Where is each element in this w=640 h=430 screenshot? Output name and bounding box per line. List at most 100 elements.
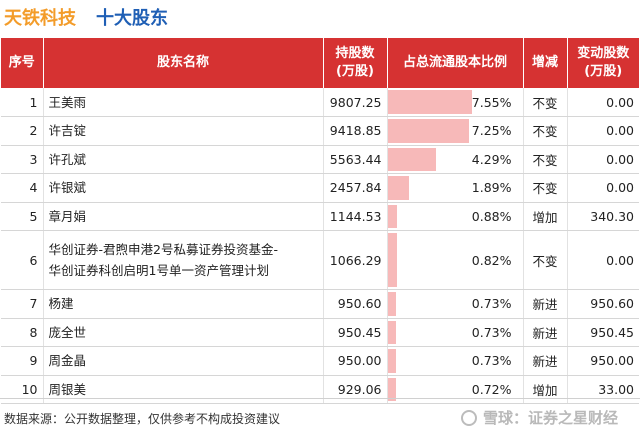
- cell-delta: 0.00: [567, 116, 639, 146]
- cell-shares: 950.45: [323, 318, 388, 347]
- cell-change: 不变: [523, 145, 568, 174]
- cell-change: 新进: [523, 346, 568, 376]
- ratio-value: 0.73%: [471, 324, 512, 340]
- ratio-bar: [387, 233, 397, 287]
- cell-shares: 2457.84: [323, 173, 388, 203]
- cell-holder-name: 周金晶: [43, 346, 324, 376]
- cell-delta: 0.00: [567, 145, 639, 174]
- cell-rank: 8: [1, 318, 44, 347]
- col-header-delta: 变动股数 (万股): [567, 38, 639, 88]
- top-ten-holders-table: 序号 股东名称 持股数 (万股) 占总流通股本比例 增减 变动股数 (万股) 1…: [1, 38, 639, 404]
- ratio-value: 0.72%: [471, 381, 512, 397]
- ratio-value: 0.73%: [471, 296, 512, 312]
- cell-holder-name: 章月娟: [43, 202, 324, 231]
- cell-ratio: 0.73%: [387, 318, 524, 347]
- snowball-logo-icon: [460, 409, 477, 426]
- col-header-delta-line2: (万股): [584, 64, 623, 79]
- title-bar: 天铁科技 十大股东: [0, 0, 640, 32]
- cell-shares: 9418.85: [323, 116, 388, 146]
- holder-name-line2: 华创证券科创启明1号单一资产管理计划: [48, 263, 269, 278]
- col-header-delta-line1: 变动股数: [577, 46, 630, 61]
- cell-change: 新进: [523, 318, 568, 347]
- cell-ratio: 7.25%: [387, 116, 524, 146]
- cell-delta: 0.00: [567, 230, 639, 290]
- cell-change: 新进: [523, 289, 568, 319]
- cell-rank: 10: [1, 375, 44, 404]
- cell-delta: 950.00: [567, 346, 639, 376]
- cell-holder-name: 庞全世: [43, 318, 324, 347]
- holder-name-line1: 许银斌: [48, 180, 87, 196]
- cell-delta: 0.00: [567, 173, 639, 203]
- ratio-bar: [387, 90, 473, 114]
- col-header-ratio: 占总流通股本比例: [387, 38, 524, 88]
- ratio-bar: [387, 292, 396, 316]
- table-row: 6 华创证券-君煦申港2号私募证券投资基金- 华创证券科创启明1号单一资产管理计划 1…: [1, 230, 639, 290]
- table-header-row: 序号 股东名称 持股数 (万股) 占总流通股本比例 增减 变动股数 (万股): [1, 38, 639, 88]
- cell-delta: 950.45: [567, 318, 639, 347]
- ratio-value: 0.73%: [471, 353, 512, 369]
- ratio-value: 0.88%: [471, 208, 512, 224]
- cell-shares: 1066.29: [323, 230, 388, 290]
- cell-change: 不变: [523, 116, 568, 146]
- holder-name-line1: 周银美: [48, 381, 87, 397]
- holder-name-line1: 庞全世: [48, 324, 87, 340]
- cell-change: 增加: [523, 202, 568, 231]
- holder-name-line1: 杨建: [48, 296, 74, 312]
- cell-delta: 950.60: [567, 289, 639, 319]
- cell-delta: 340.30: [567, 202, 639, 231]
- ratio-value: 4.29%: [471, 151, 512, 167]
- company-name: 天铁科技: [4, 8, 76, 29]
- data-source-note: 数据来源：公开数据整理，仅供参考不构成投资建议: [4, 412, 281, 426]
- col-header-rank: 序号: [1, 38, 44, 88]
- cell-rank: 3: [1, 145, 44, 174]
- holder-name-line1: 周金晶: [48, 353, 87, 369]
- table-row: 10 周银美 929.06 0.72% 增加 33.00: [1, 375, 639, 404]
- cell-holder-name: 杨建: [43, 289, 324, 319]
- col-header-change: 增减: [523, 38, 568, 88]
- table-row: 5 章月娟 1144.53 0.88% 增加 340.30: [1, 202, 639, 231]
- cell-change: 不变: [523, 88, 568, 117]
- cell-change: 不变: [523, 173, 568, 203]
- cell-rank: 4: [1, 173, 44, 203]
- cell-ratio: 0.88%: [387, 202, 524, 231]
- cell-shares: 929.06: [323, 375, 388, 404]
- ratio-bar: [387, 349, 396, 373]
- holder-name-line1: 王美雨: [48, 94, 87, 110]
- cell-ratio: 0.72%: [387, 375, 524, 404]
- holder-name-line1: 章月娟: [48, 208, 87, 224]
- holder-name-line1: 华创证券-君煦申港2号私募证券投资基金-: [48, 242, 278, 257]
- ratio-bar: [387, 119, 470, 143]
- ratio-value: 1.89%: [471, 180, 512, 196]
- cell-ratio: 4.29%: [387, 145, 524, 174]
- cell-rank: 9: [1, 346, 44, 376]
- cell-delta: 0.00: [567, 88, 639, 117]
- ratio-bar: [387, 176, 409, 200]
- holder-name-line1: 许孔斌: [48, 151, 87, 167]
- cell-holder-name: 许孔斌: [43, 145, 324, 174]
- cell-shares: 9807.25: [323, 88, 388, 117]
- cell-shares: 950.60: [323, 289, 388, 319]
- cell-rank: 6: [1, 230, 44, 290]
- col-header-shares-line2: (万股): [336, 64, 374, 79]
- page-title: 十大股东: [96, 8, 168, 29]
- col-header-shares: 持股数 (万股): [323, 38, 388, 88]
- cell-ratio: 0.73%: [387, 346, 524, 376]
- table-row: 4 许银斌 2457.84 1.89% 不变 0.00: [1, 173, 639, 203]
- table-row: 1 王美雨 9807.25 7.55% 不变 0.00: [1, 88, 639, 117]
- cell-change: 增加: [523, 375, 568, 404]
- ratio-bar: [387, 320, 396, 344]
- ratio-value: 7.55%: [471, 94, 512, 110]
- cell-rank: 7: [1, 289, 44, 319]
- cell-holder-name: 王美雨: [43, 88, 324, 117]
- holder-name-line1: 许吉锭: [48, 123, 87, 139]
- cell-rank: 5: [1, 202, 44, 231]
- brand-text: 雪球：证券之星财经: [482, 409, 618, 427]
- footer: 数据来源：公开数据整理，仅供参考不构成投资建议 雪球：证券之星财经: [0, 398, 640, 430]
- table-row: 3 许孔斌 5563.44 4.29% 不变 0.00: [1, 145, 639, 174]
- ratio-value: 7.25%: [471, 123, 512, 139]
- table-body: 1 王美雨 9807.25 7.55% 不变 0.00 2 许吉锭 9418.85 7.25% 不变…: [1, 88, 639, 404]
- ratio-bar: [387, 377, 396, 401]
- cell-ratio: 0.82%: [387, 230, 524, 290]
- cell-shares: 1144.53: [323, 202, 388, 231]
- ratio-value: 0.82%: [471, 252, 512, 268]
